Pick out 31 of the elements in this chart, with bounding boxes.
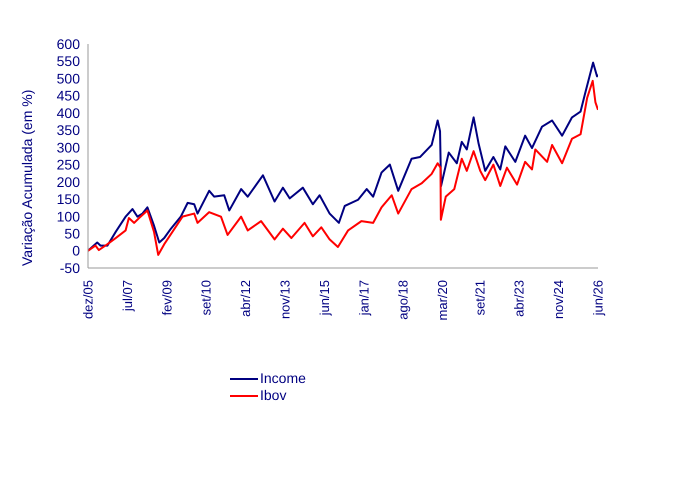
x-tick-label: jun/26 <box>590 280 606 316</box>
y-tick-label: 550 <box>56 53 80 70</box>
legend-label: Ibov <box>260 387 286 404</box>
y-tick-label: 50 <box>64 226 80 242</box>
x-tick-label: dez/05 <box>80 280 96 320</box>
x-tick-label: nov/24 <box>551 280 566 320</box>
y-axis-title: Variação Acumulada (em %) <box>18 90 35 266</box>
y-tick-label: 250 <box>56 156 80 173</box>
y-tick-label: 0 <box>72 242 80 259</box>
x-tick-label: nov/13 <box>277 280 292 320</box>
x-tick-label: fev/09 <box>159 280 174 316</box>
x-tick-label: jul/07 <box>120 280 135 312</box>
y-tick-label: 300 <box>56 139 80 156</box>
y-tick-label: 150 <box>56 191 80 208</box>
y-tick-label: 200 <box>56 174 80 190</box>
x-tick-label: mar/20 <box>434 280 450 320</box>
y-tick-label: 350 <box>56 122 80 138</box>
y-tick-label: -50 <box>60 260 80 276</box>
x-tick-label: ago/18 <box>396 280 411 320</box>
x-tick-label: abr/23 <box>512 280 527 317</box>
x-tick-label: jun/15 <box>316 280 332 316</box>
y-tick-label: 400 <box>56 104 80 121</box>
y-tick-label: 100 <box>56 208 80 224</box>
x-tick-label: set/21 <box>472 280 488 316</box>
legend-label: Income <box>260 370 306 387</box>
x-tick-label: set/10 <box>198 280 214 316</box>
y-tick-label: 500 <box>56 70 80 86</box>
y-tick-label: 600 <box>56 36 80 52</box>
x-tick-label: jan/17 <box>356 280 372 316</box>
y-tick-label: 450 <box>56 88 80 104</box>
x-tick-label: abr/12 <box>238 280 254 317</box>
